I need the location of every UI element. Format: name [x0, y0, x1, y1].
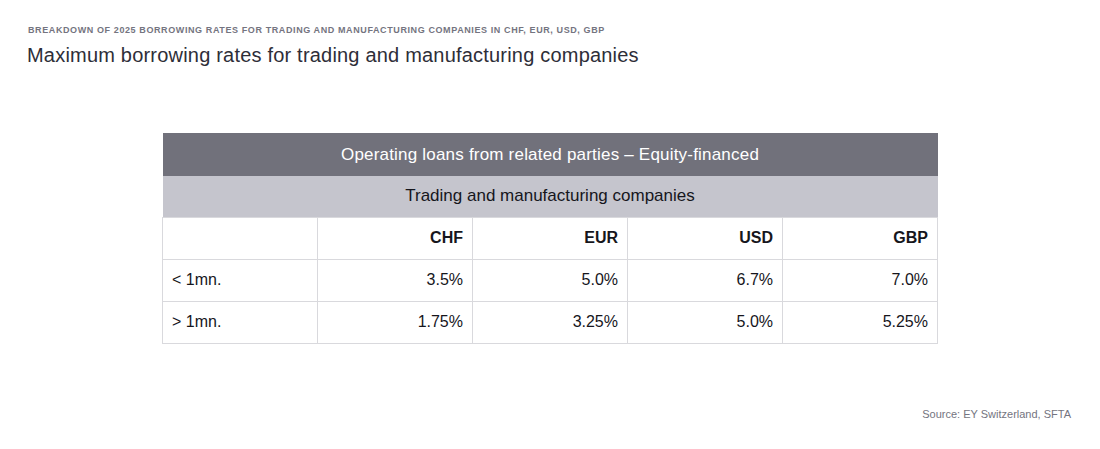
table-subheader-row: Trading and manufacturing companies	[163, 176, 938, 217]
column-header-usd: USD	[628, 217, 783, 259]
cell-under-1mn-gbp: 7.0%	[783, 259, 938, 301]
table-row-under-1mn: < 1mn. 3.5% 5.0% 6.7% 7.0%	[163, 259, 938, 301]
column-header-chf: CHF	[318, 217, 473, 259]
row-label-over-1mn: > 1mn.	[163, 301, 318, 343]
figure-eyebrow: BREAKDOWN OF 2025 BORROWING RATES FOR TR…	[28, 25, 605, 35]
row-label-under-1mn: < 1mn.	[163, 259, 318, 301]
column-header-row: CHF EUR USD GBP	[163, 217, 938, 259]
borrowing-rates-table: Operating loans from related parties – E…	[162, 133, 938, 344]
figure-title: Maximum borrowing rates for trading and …	[27, 44, 639, 67]
cell-over-1mn-usd: 5.0%	[628, 301, 783, 343]
table-header-row: Operating loans from related parties – E…	[163, 133, 938, 176]
cell-under-1mn-chf: 3.5%	[318, 259, 473, 301]
cell-under-1mn-eur: 5.0%	[473, 259, 628, 301]
column-header-eur: EUR	[473, 217, 628, 259]
cell-over-1mn-eur: 3.25%	[473, 301, 628, 343]
cell-over-1mn-gbp: 5.25%	[783, 301, 938, 343]
source-attribution: Source: EY Switzerland, SFTA	[922, 408, 1071, 420]
figure-canvas: BREAKDOWN OF 2025 BORROWING RATES FOR TR…	[0, 0, 1100, 449]
table-subheader: Trading and manufacturing companies	[163, 176, 938, 217]
column-header-gbp: GBP	[783, 217, 938, 259]
cell-over-1mn-chf: 1.75%	[318, 301, 473, 343]
table-main-header: Operating loans from related parties – E…	[163, 133, 938, 176]
table-row-over-1mn: > 1mn. 1.75% 3.25% 5.0% 5.25%	[163, 301, 938, 343]
column-header-empty	[163, 217, 318, 259]
cell-under-1mn-usd: 6.7%	[628, 259, 783, 301]
